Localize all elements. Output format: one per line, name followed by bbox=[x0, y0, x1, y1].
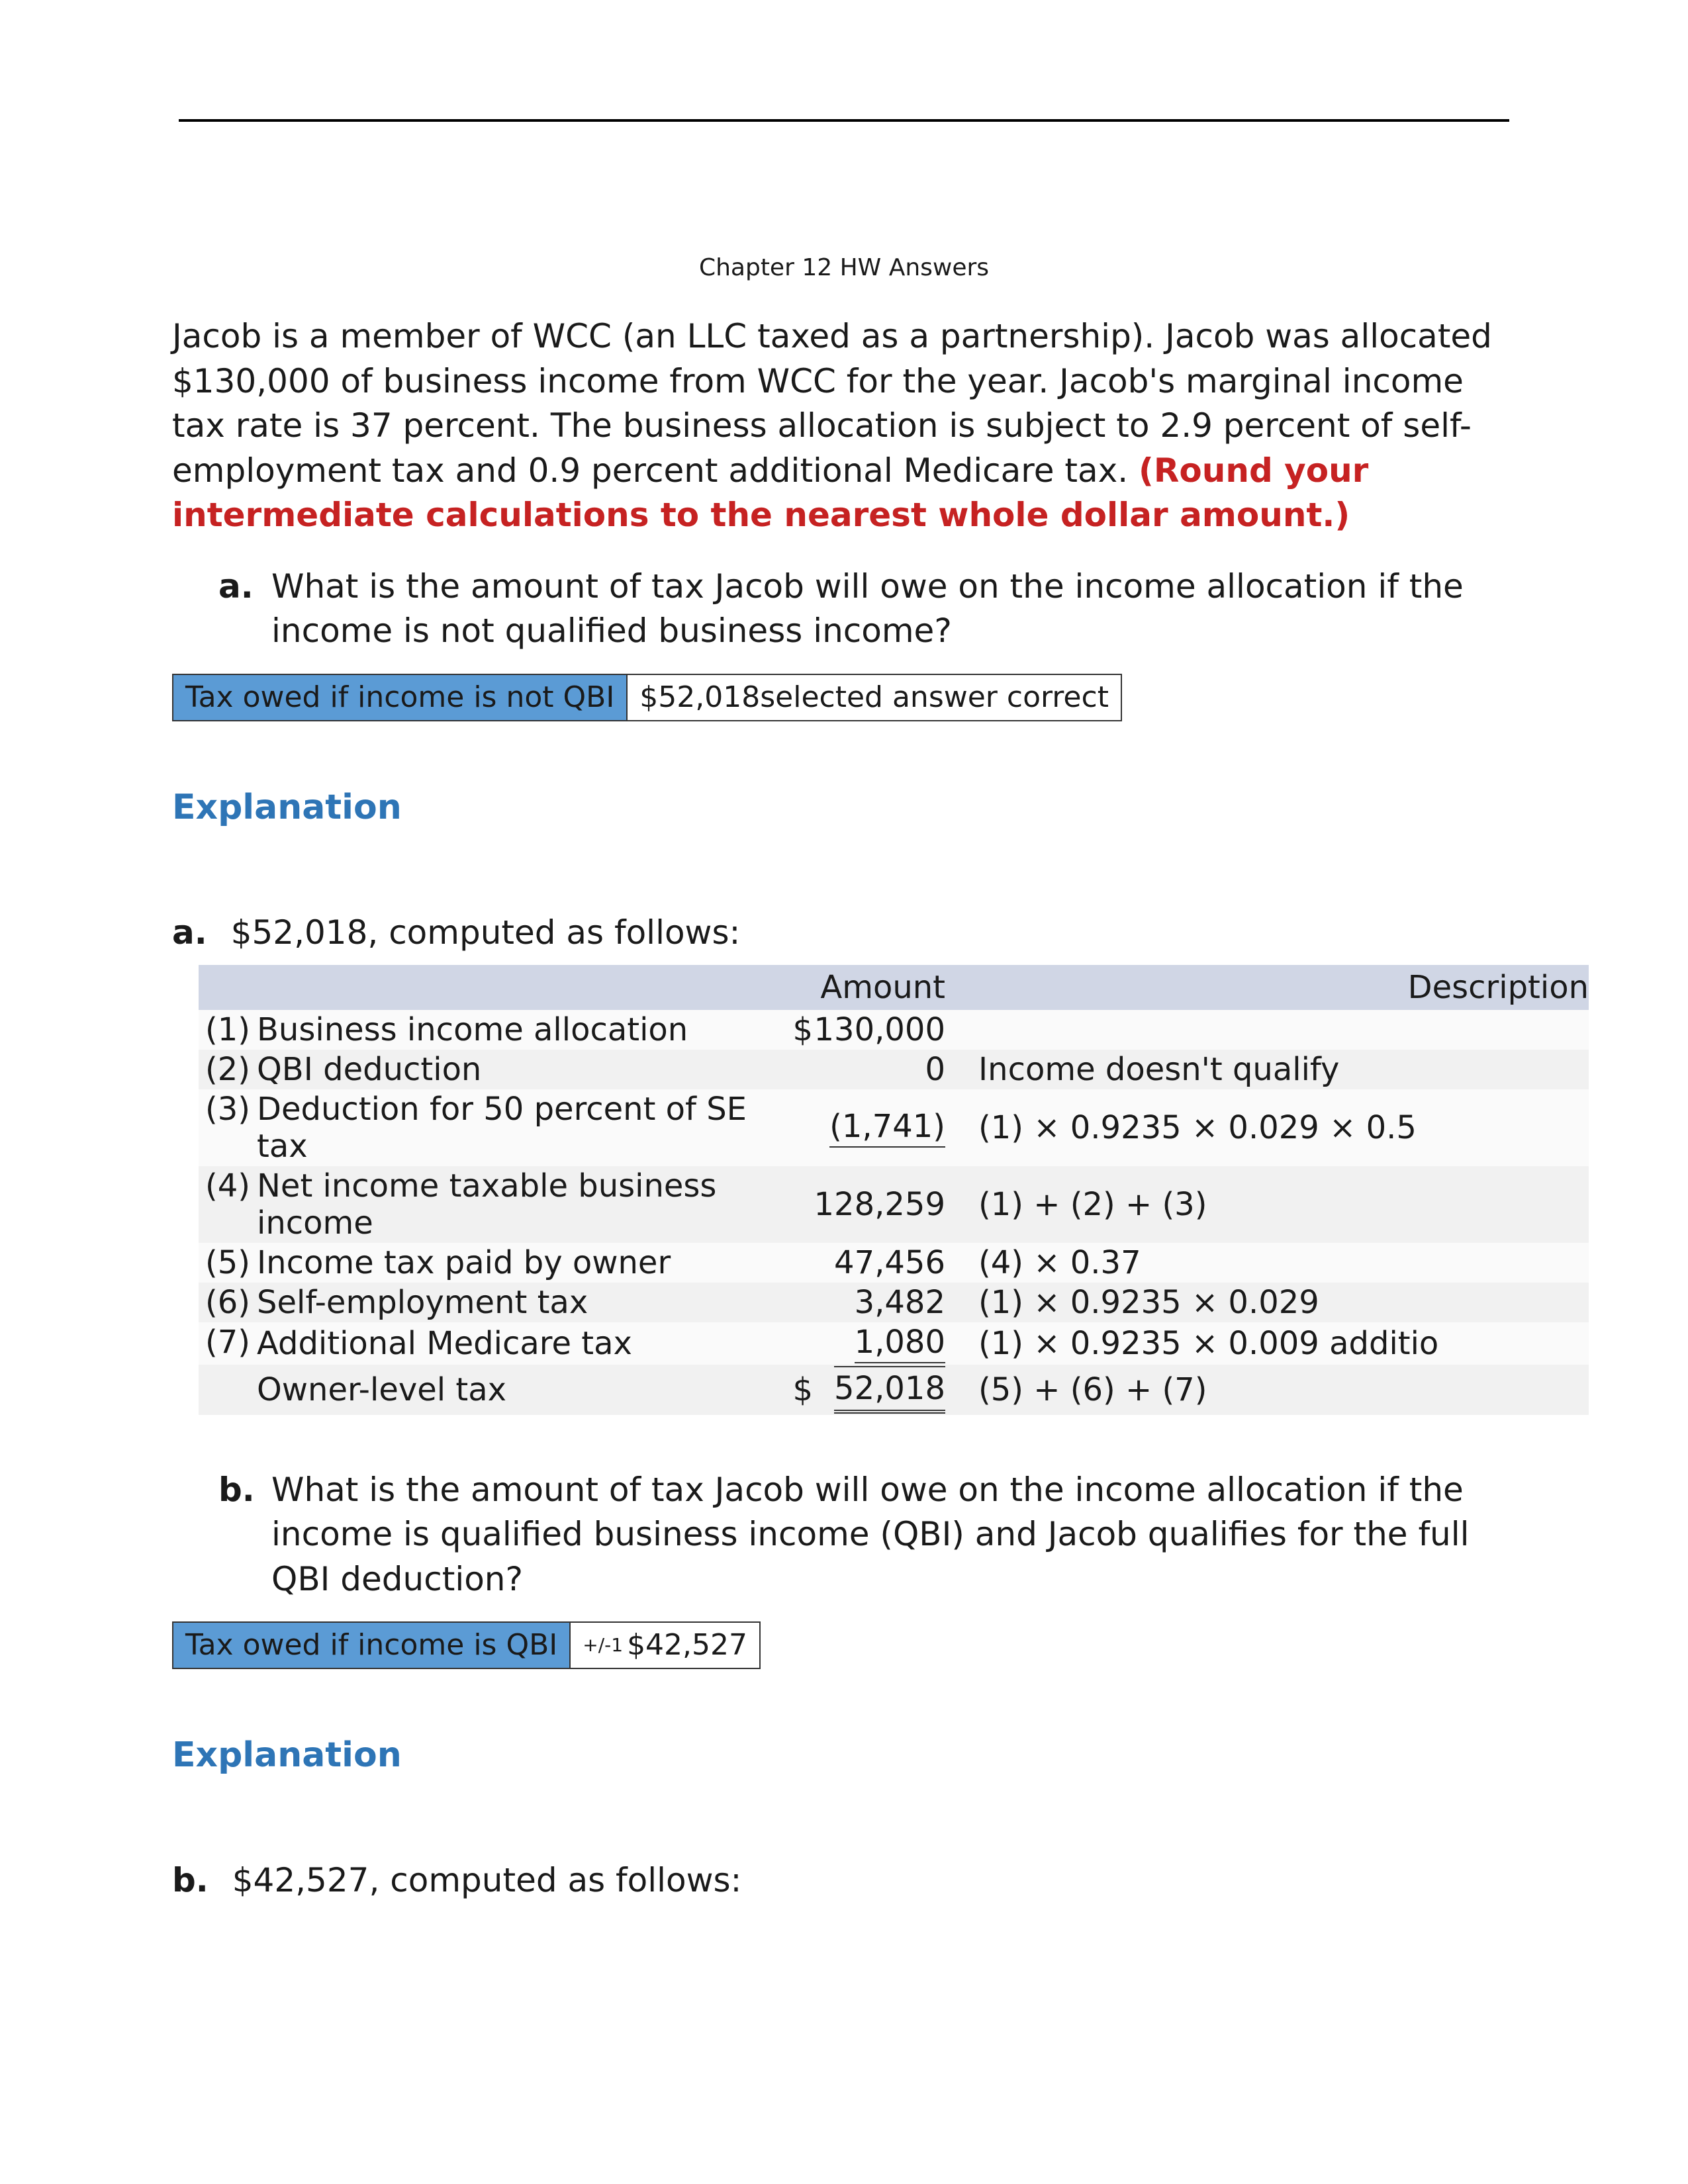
answer-box-b: Tax owed if income is QBI +/-1 $42,527 bbox=[172, 1621, 761, 1669]
explanation-b-lead: b. $42,527, computed as follows: bbox=[172, 1861, 1516, 1899]
explanation-heading-a: Explanation bbox=[172, 788, 1516, 827]
table-row: (7) Additional Medicare tax 1,080 (1) × … bbox=[199, 1322, 1589, 1365]
table-row: (2) QBI deduction 0 Income doesn't quali… bbox=[199, 1050, 1589, 1089]
question-b: b. What is the amount of tax Jacob will … bbox=[218, 1468, 1516, 1602]
description-header: Description bbox=[952, 965, 1589, 1010]
table-row: (3) Deduction for 50 percent of SE tax (… bbox=[199, 1089, 1589, 1166]
calculation-table-a: Amount Description (1) Business income a… bbox=[199, 965, 1589, 1415]
table-row: (4) Net income taxable business income 1… bbox=[199, 1166, 1589, 1243]
table-row: (6) Self-employment tax 3,482 (1) × 0.92… bbox=[199, 1283, 1589, 1322]
table-row: (1) Business income allocation $ 130,000 bbox=[199, 1010, 1589, 1050]
answer-box-a: Tax owed if income is not QBI $52,018sel… bbox=[172, 674, 1122, 721]
answer-a-label: Tax owed if income is not QBI bbox=[173, 675, 628, 720]
answer-b-value: +/-1 $42,527 bbox=[571, 1623, 759, 1668]
question-b-text: What is the amount of tax Jacob will owe… bbox=[271, 1471, 1470, 1598]
letter-marker: a. bbox=[218, 565, 254, 610]
question-a: a. What is the amount of tax Jacob will … bbox=[218, 565, 1516, 654]
letter-marker: b. bbox=[218, 1468, 255, 1513]
answer-b-label: Tax owed if income is QBI bbox=[173, 1623, 571, 1668]
question-a-text: What is the amount of tax Jacob will owe… bbox=[271, 567, 1464, 651]
problem-statement: Jacob is a member of WCC (an LLC taxed a… bbox=[172, 314, 1516, 538]
explanation-a-lead: a. $52,018, computed as follows: bbox=[172, 913, 1516, 952]
explanation-heading-b: Explanation bbox=[172, 1735, 1516, 1775]
header-divider bbox=[179, 119, 1509, 122]
answer-a-value: $52,018selected answer correct bbox=[628, 675, 1121, 720]
amount-header: Amount bbox=[780, 965, 952, 1010]
table-row: (5) Income tax paid by owner 47,456 (4) … bbox=[199, 1243, 1589, 1283]
document-title: Chapter 12 HW Answers bbox=[172, 254, 1516, 281]
table-row: Owner-level tax $ 52,018 (5) + (6) + (7) bbox=[199, 1365, 1589, 1415]
